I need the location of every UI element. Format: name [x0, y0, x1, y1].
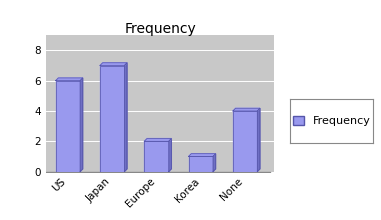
Polygon shape [213, 154, 216, 172]
Polygon shape [169, 139, 171, 172]
Polygon shape [124, 63, 127, 172]
Legend: Frequency: Frequency [288, 111, 375, 131]
Polygon shape [189, 156, 213, 172]
Polygon shape [80, 78, 83, 172]
Polygon shape [257, 108, 260, 172]
Polygon shape [189, 154, 216, 156]
Polygon shape [144, 141, 169, 172]
Text: Frequency: Frequency [124, 22, 196, 36]
Polygon shape [233, 108, 260, 111]
Polygon shape [144, 139, 171, 141]
Polygon shape [56, 78, 83, 81]
Polygon shape [56, 81, 80, 172]
Polygon shape [100, 63, 127, 66]
Polygon shape [100, 66, 124, 172]
Polygon shape [233, 111, 257, 172]
